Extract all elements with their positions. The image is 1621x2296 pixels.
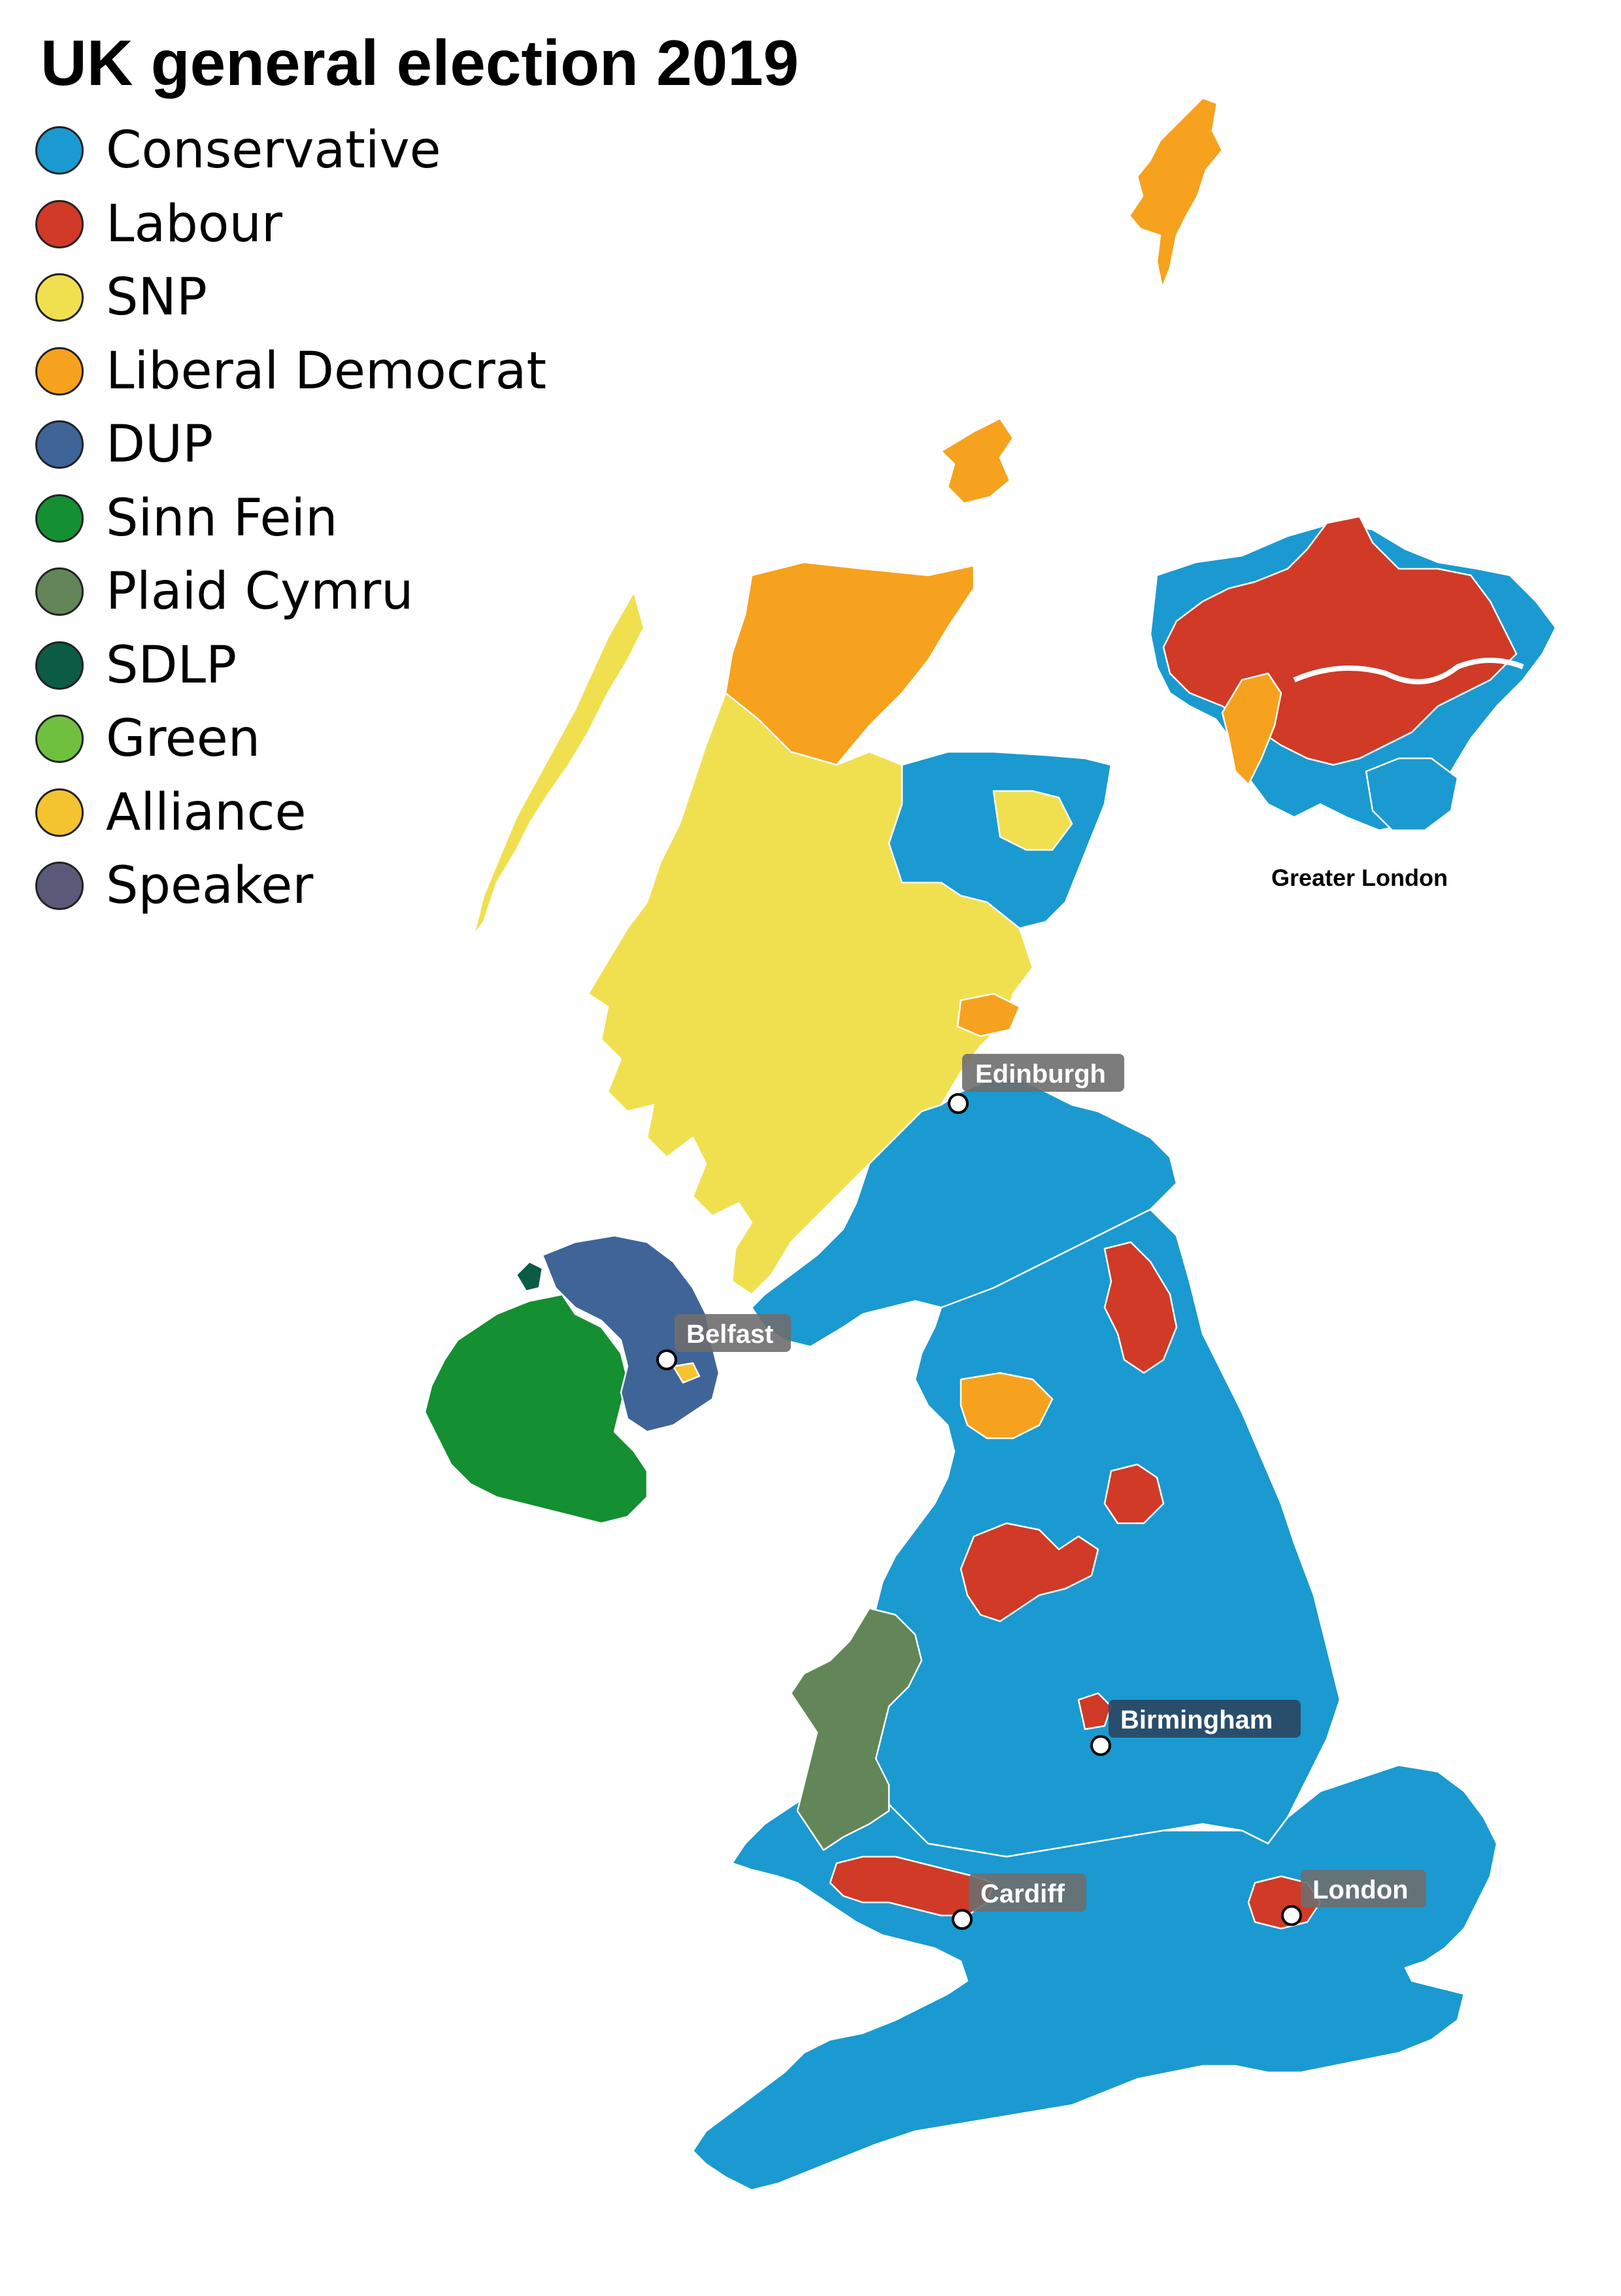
region-plaid-cymru xyxy=(790,1607,923,1851)
region-birmingham-labour xyxy=(1077,1692,1112,1730)
city-cardiff-box xyxy=(969,1874,1086,1912)
legend-label: Liberal Democrat xyxy=(106,341,547,401)
page-title: UK general election 2019 xyxy=(41,27,799,99)
city-belfast-label: Belfast xyxy=(686,1320,773,1349)
city-london-dot xyxy=(1281,1905,1302,1926)
region-ni-sinnfein xyxy=(424,1293,648,1525)
region-caithness xyxy=(724,561,975,766)
city-london-label: London xyxy=(1312,1876,1409,1904)
region-ni-sdlp xyxy=(515,1260,544,1292)
city-birmingham-dot xyxy=(1090,1735,1111,1756)
legend-swatch-icon xyxy=(35,641,84,690)
legend-label: Plaid Cymru xyxy=(106,562,414,622)
city-cardiff-dot xyxy=(952,1909,973,1930)
region-shetland xyxy=(1128,97,1224,289)
legend-label: Labour xyxy=(106,194,282,254)
legend-swatch-icon xyxy=(35,715,84,764)
legend-swatch-icon xyxy=(35,273,84,322)
legend: Conservative Labour SNP Liberal Democrat… xyxy=(35,114,546,923)
region-lakes-ld xyxy=(960,1372,1054,1440)
legend-item-conservative: Conservative xyxy=(35,114,546,188)
legend-item-sdlp: SDLP xyxy=(35,629,546,703)
legend-label: Alliance xyxy=(106,783,307,842)
city-london-box xyxy=(1301,1870,1426,1908)
city-birmingham-box xyxy=(1109,1700,1301,1738)
city-london[interactable]: London xyxy=(1281,1870,1426,1926)
city-belfast-box xyxy=(675,1314,791,1352)
legend-item-speaker: Speaker xyxy=(35,849,546,923)
legend-label: Sinn Fein xyxy=(106,488,338,548)
city-cardiff-label: Cardiff xyxy=(980,1880,1065,1908)
legend-item-plaid-cymru: Plaid Cymru xyxy=(35,555,546,629)
city-belfast[interactable]: Belfast xyxy=(656,1314,791,1370)
legend-item-green: Green xyxy=(35,702,546,776)
legend-label: Speaker xyxy=(106,856,314,916)
region-orkney xyxy=(940,417,1014,505)
city-markers: Edinburgh Belfast Birmingham Cardiff Lon xyxy=(656,1054,1426,1930)
legend-item-liberal-democrat: Liberal Democrat xyxy=(35,335,546,409)
legend-item-snp: SNP xyxy=(35,261,546,335)
legend-swatch-icon xyxy=(35,567,84,616)
region-fife-ld xyxy=(956,992,1021,1038)
city-birmingham-label: Birmingham xyxy=(1120,1706,1273,1734)
region-ni-dup xyxy=(541,1234,720,1433)
legend-label: Conservative xyxy=(106,121,441,180)
legend-label: SNP xyxy=(106,268,207,328)
legend-swatch-icon xyxy=(35,346,84,396)
legend-label: Green xyxy=(106,709,261,769)
legend-item-sinn-fein: Sinn Fein xyxy=(35,482,546,556)
legend-item-dup: DUP xyxy=(35,408,546,482)
legend-swatch-icon xyxy=(35,862,84,911)
city-edinburgh-dot xyxy=(948,1093,969,1114)
legend-item-alliance: Alliance xyxy=(35,776,546,850)
city-belfast-dot xyxy=(656,1349,677,1370)
legend-swatch-icon xyxy=(35,494,84,543)
inset-south-conservative xyxy=(1365,757,1459,832)
legend-swatch-icon xyxy=(35,199,84,248)
legend-item-labour: Labour xyxy=(35,188,546,262)
inset-greater-london xyxy=(1149,515,1557,832)
inset-thames xyxy=(1293,658,1524,684)
region-yorkshire-labour xyxy=(1103,1463,1165,1525)
inset-libdem xyxy=(1221,672,1282,786)
legend-swatch-icon xyxy=(35,788,84,837)
legend-swatch-icon xyxy=(35,420,84,469)
region-northeast-labour xyxy=(1103,1241,1178,1374)
city-birmingham[interactable]: Birmingham xyxy=(1090,1700,1301,1756)
legend-label: DUP xyxy=(106,415,214,475)
city-edinburgh[interactable]: Edinburgh xyxy=(948,1054,1124,1114)
region-northwest-labour xyxy=(960,1522,1099,1623)
region-ni-alliance xyxy=(672,1362,701,1384)
city-edinburgh-label: Edinburgh xyxy=(975,1060,1106,1089)
region-moray-snp xyxy=(992,790,1073,851)
region-western-isles xyxy=(473,590,645,936)
city-edinburgh-box xyxy=(962,1054,1124,1092)
city-cardiff[interactable]: Cardiff xyxy=(952,1874,1086,1930)
legend-swatch-icon xyxy=(35,126,84,175)
inset-label: Greater London xyxy=(1271,864,1448,891)
legend-label: SDLP xyxy=(106,635,237,695)
